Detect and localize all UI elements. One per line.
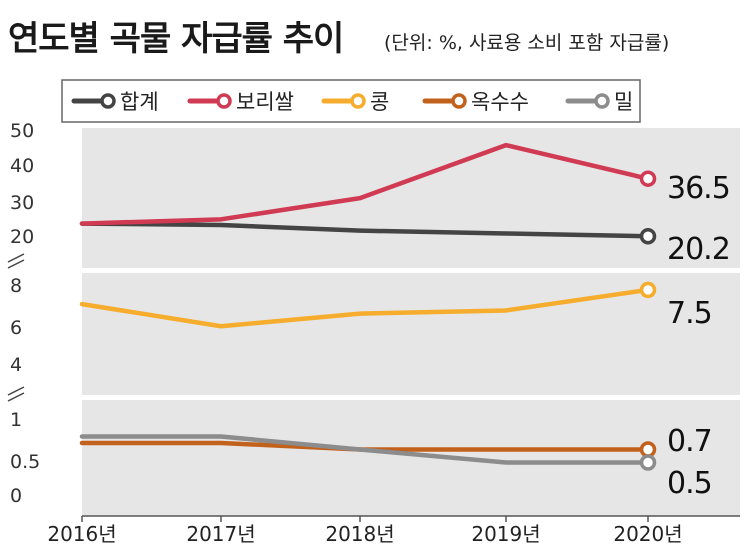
y-tick-label: 50 <box>10 120 34 142</box>
series-line <box>79 142 651 226</box>
y-tick-label: 6 <box>10 317 22 339</box>
series-콩 <box>79 281 657 329</box>
legend-label: 합계 <box>120 90 159 114</box>
series-보리쌀 <box>79 142 657 226</box>
y-tick-label: 0 <box>10 485 22 507</box>
axis-break-mark <box>7 259 25 269</box>
series-end-marker <box>639 170 657 187</box>
legend-label: 콩 <box>370 90 389 114</box>
x-tick-label: 2020년 <box>613 522 682 546</box>
y-axis-ticks: 20 30 40 50 4 6 8 0 0.5 1 <box>10 120 40 507</box>
x-tick-label: 2016년 <box>47 522 116 546</box>
chart-title: 연도별 곡물 자급률 추이 <box>8 19 343 59</box>
axis-break-mark <box>7 392 25 402</box>
legend-swatch-marker <box>350 93 366 109</box>
axis-breaks <box>7 253 25 402</box>
y-tick-label: 1 <box>10 409 22 431</box>
series-end-marker <box>639 228 657 245</box>
legend-item: 밀 <box>565 90 633 114</box>
series-end-marker <box>639 454 657 471</box>
y-tick-label: 8 <box>10 275 22 297</box>
x-tick-label: 2017년 <box>186 522 255 546</box>
legend-swatch-marker <box>100 93 116 109</box>
end-value-label: 7.5 <box>667 296 712 331</box>
chart-subtitle: (단위: %, 사료용 소비 포함 자급률) <box>384 32 669 54</box>
y-tick-label: 0.5 <box>10 451 40 473</box>
end-labels: 20.2 36.5 7.5 0.7 0.5 <box>667 171 731 501</box>
legend-swatch-marker <box>451 93 467 109</box>
series-합계 <box>79 221 657 245</box>
axis-break-mark <box>7 253 25 263</box>
legend-label: 옥수수 <box>471 90 529 114</box>
series-line <box>79 287 651 329</box>
end-value-label: 0.5 <box>667 466 712 501</box>
legend-swatch-marker <box>216 93 232 109</box>
axis-break-mark <box>7 386 25 396</box>
legend-item: 옥수수 <box>422 90 529 114</box>
series-end-marker <box>639 281 657 299</box>
legend-label: 보리쌀 <box>236 90 294 114</box>
end-value-label: 0.7 <box>667 424 712 459</box>
series-lines <box>79 142 657 471</box>
end-value-label: 36.5 <box>667 171 730 206</box>
series-end-marker <box>639 441 657 458</box>
series-밀 <box>79 434 657 471</box>
legend-swatch-marker <box>594 93 610 109</box>
legend-item: 보리쌀 <box>187 90 294 114</box>
legend-label: 밀 <box>614 90 633 114</box>
legend: 합계 보리쌀 콩 옥수수 밀 <box>61 79 641 123</box>
x-tick-label: 2019년 <box>471 522 540 546</box>
panel-bot-background <box>82 400 740 516</box>
legend-item: 콩 <box>321 90 389 114</box>
legend-item: 합계 <box>71 90 159 114</box>
y-tick-label: 4 <box>10 354 22 376</box>
plot-panels <box>82 128 740 516</box>
panel-top-background <box>82 128 740 268</box>
x-axis: 2016년 2017년 2018년 2019년 2020년 <box>47 515 740 546</box>
y-tick-label: 30 <box>10 192 34 214</box>
y-tick-label: 20 <box>10 226 34 248</box>
series-line <box>79 221 651 239</box>
series-line <box>79 434 651 465</box>
y-tick-label: 40 <box>10 155 34 177</box>
end-value-label: 20.2 <box>667 232 730 267</box>
x-tick-label: 2018년 <box>325 522 394 546</box>
